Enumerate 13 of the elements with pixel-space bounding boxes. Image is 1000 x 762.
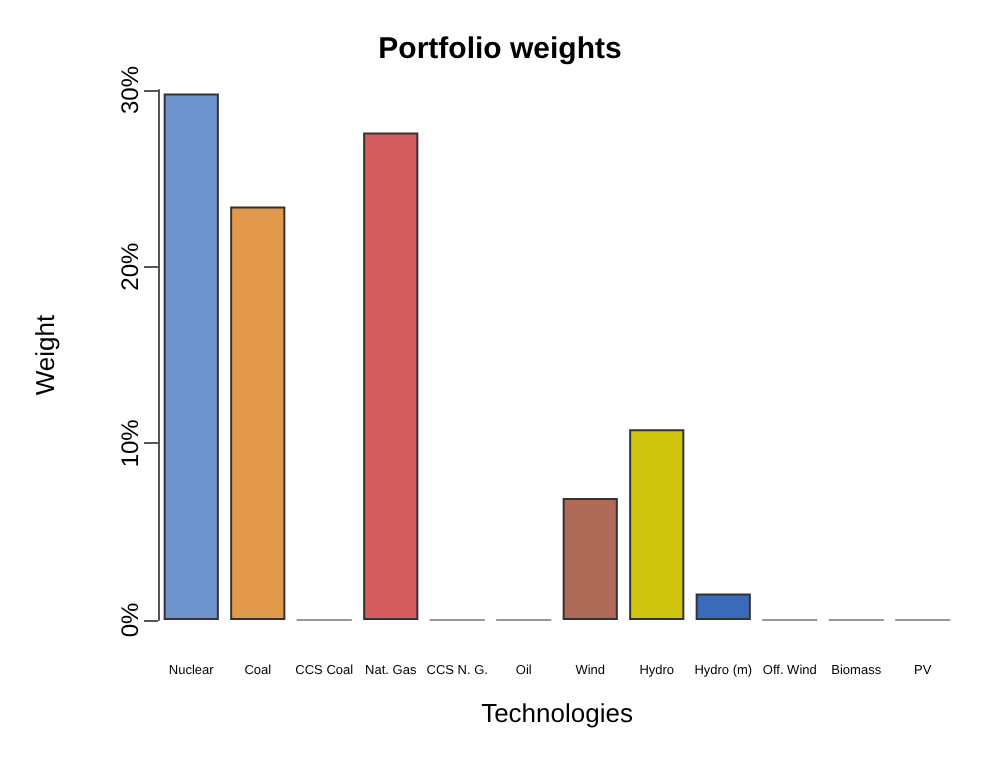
y-tick-label: 30% [116,65,144,115]
bar [695,593,751,620]
bar [629,429,685,620]
x-axis-title: Technologies [481,698,634,728]
y-axis-title: Weight [30,314,60,396]
bar [230,206,286,620]
y-tick-label: 10% [116,418,144,468]
bar [163,93,219,620]
chart-title: Portfolio weights [378,32,622,66]
bar [562,498,618,620]
y-tick-label: 20% [116,242,144,291]
bar [363,132,419,620]
y-tick-label: 0% [116,602,144,638]
